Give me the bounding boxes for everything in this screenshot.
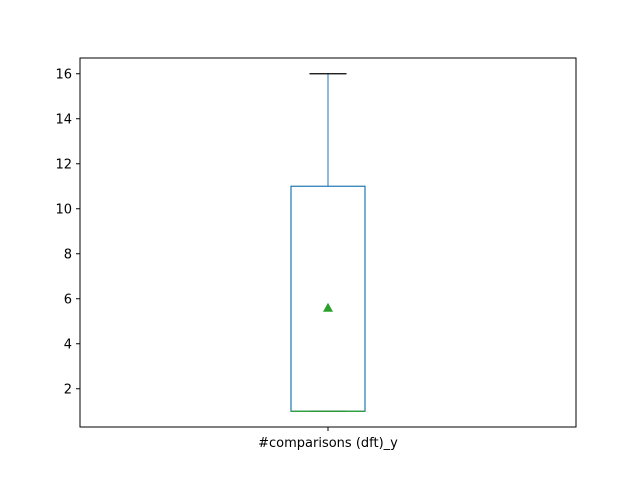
boxes xyxy=(290,73,366,412)
y-tick-label: 8 xyxy=(64,247,72,262)
y-tick-label: 2 xyxy=(64,382,72,397)
plot-frame xyxy=(79,57,577,428)
y-tick-label: 16 xyxy=(55,67,72,82)
y-tick-label: 10 xyxy=(55,202,72,217)
mean-marker xyxy=(323,302,333,312)
x-tick-label: #comparisons (dft)_y xyxy=(258,436,398,451)
y-tick-label: 4 xyxy=(64,337,72,352)
y-axis: 2 4 6 8 10 12 14 16 xyxy=(55,67,80,397)
x-axis: #comparisons (dft)_y xyxy=(258,427,398,451)
y-tick-label: 12 xyxy=(55,157,72,172)
iqr-box xyxy=(290,185,366,412)
y-tick-label: 14 xyxy=(55,112,72,127)
y-tick-label: 6 xyxy=(64,292,72,307)
